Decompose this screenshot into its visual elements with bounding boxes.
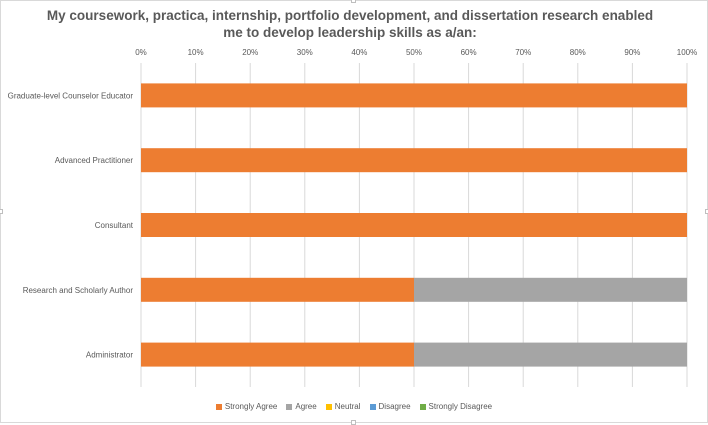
legend-swatch: [215, 403, 222, 410]
resize-handle-top[interactable]: [351, 0, 356, 3]
x-tick-label: 30%: [297, 48, 313, 57]
legend-swatch: [369, 403, 376, 410]
legend-item: Agree: [286, 402, 317, 411]
legend-label: Strongly Disagree: [428, 402, 493, 411]
legend-item: Strongly Disagree: [419, 402, 493, 411]
resize-handle-left[interactable]: [0, 209, 3, 214]
legend-swatch: [419, 403, 426, 410]
category-label: Graduate-level Counselor Educator: [8, 91, 134, 100]
x-tick-label: 60%: [461, 48, 477, 57]
legend-swatch: [286, 403, 293, 410]
bar-strongly-agree: [141, 148, 687, 173]
resize-handle-right[interactable]: [705, 209, 708, 214]
chart-title: My coursework, practica, internship, por…: [46, 8, 654, 40]
x-tick-label: 50%: [406, 48, 422, 57]
category-label: Advanced Practitioner: [55, 156, 134, 165]
category-label: Consultant: [95, 221, 134, 230]
legend-item: Neutral: [325, 402, 361, 411]
bar-agree: [414, 342, 687, 367]
bar-strongly-agree: [141, 83, 687, 108]
legend: Strongly Agree Agree Neutral Disagree Strong…: [0, 402, 708, 411]
x-tick-label: 0%: [135, 48, 147, 57]
legend-label: Neutral: [334, 402, 361, 411]
category-label: Administrator: [86, 351, 133, 360]
bar-strongly-agree: [141, 213, 687, 237]
legend-swatch: [325, 403, 332, 410]
x-tick-label: 40%: [351, 48, 367, 57]
legend-label: Agree: [295, 402, 317, 411]
legend-item: Strongly Agree: [215, 402, 278, 411]
legend-label: Strongly Agree: [224, 402, 278, 411]
category-label: Research and Scholarly Author: [23, 286, 134, 295]
x-tick-label: 10%: [188, 48, 204, 57]
x-tick-label: 100%: [677, 48, 697, 57]
x-tick-label: 80%: [570, 48, 586, 57]
x-tick-label: 20%: [242, 48, 258, 57]
x-tick-label: 90%: [624, 48, 640, 57]
x-tick-label: 70%: [515, 48, 531, 57]
bar-strongly-agree: [141, 342, 414, 367]
legend-item: Disagree: [369, 402, 411, 411]
bar-agree: [414, 277, 687, 302]
bar-strongly-agree: [141, 277, 414, 302]
legend-label: Disagree: [378, 402, 411, 411]
